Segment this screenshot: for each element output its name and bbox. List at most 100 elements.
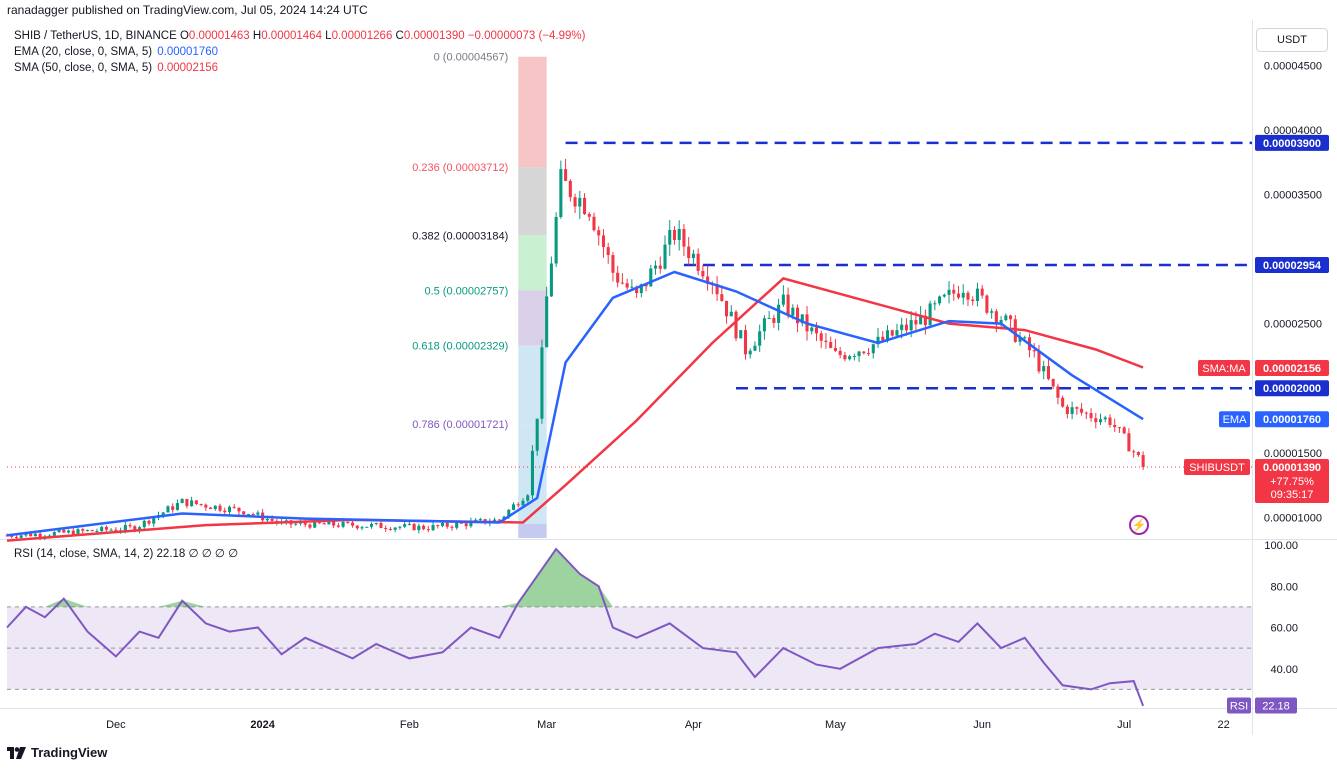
price-tag-name-box [1219, 411, 1250, 428]
candle-body [923, 315, 927, 326]
candle-body [19, 535, 23, 538]
candle-body [1132, 451, 1136, 453]
candle-body [862, 351, 866, 354]
price-tag-extra: 09:35:17 [1271, 489, 1314, 501]
candle-body [294, 523, 298, 525]
time-axis-tick: 2024 [250, 719, 275, 731]
time-axis-tick: Jun [973, 719, 991, 731]
price-tag-name-box [1184, 458, 1250, 475]
candle-body [810, 327, 814, 332]
candle-body [668, 229, 672, 245]
candle-body [185, 498, 189, 507]
candle-body [180, 498, 184, 504]
candle-body [1070, 407, 1074, 414]
candle-body [218, 505, 222, 511]
change-value: −0.00000073 (−4.99%) [467, 30, 586, 42]
flash-icon[interactable]: ⚡ [1129, 515, 1149, 535]
candle-body [1013, 319, 1017, 342]
candle-body [999, 320, 1003, 324]
candle-body [398, 526, 402, 528]
candle-body [450, 526, 454, 528]
rsi-value-tag [1255, 697, 1297, 714]
publisher-caption: ranadagger published on TradingView.com,… [7, 3, 368, 17]
symbol-legend: SHIB / TetherUS, 1D, BINANCE O0.00001463… [14, 30, 585, 42]
candle-body [833, 347, 837, 351]
candle-body [564, 169, 568, 181]
candle-body [1056, 386, 1060, 398]
candle-body [379, 522, 383, 529]
candle-body [455, 522, 459, 528]
tradingview-logo-icon [7, 746, 26, 759]
candle-body [194, 500, 198, 504]
candle-body [767, 317, 771, 319]
candle-body [1136, 452, 1140, 456]
price-tag-name-box [1198, 360, 1250, 377]
candle-body [199, 503, 203, 505]
candle-body [1084, 412, 1088, 414]
candle-body [819, 333, 823, 341]
candle-body [653, 265, 658, 269]
low-label: L [325, 30, 332, 42]
candle-body [933, 303, 937, 305]
candle-body [994, 311, 998, 324]
price-tag [1255, 458, 1329, 503]
candle-body [663, 244, 667, 269]
candle-body [246, 514, 250, 516]
candle-body [696, 253, 700, 271]
time-axis-tick: Mar [537, 719, 556, 731]
candle-body [1023, 337, 1027, 339]
candle-body [568, 180, 572, 198]
candle-body [100, 526, 104, 532]
candle-body [422, 525, 426, 530]
candle-body [365, 526, 369, 528]
candle-body [687, 246, 691, 259]
price-axis-tick: 0.00001000 [1264, 512, 1322, 524]
currency-button[interactable]: USDT [1256, 28, 1328, 52]
candle-body [824, 340, 828, 343]
rsi-axis-tick: 100.00 [1264, 540, 1298, 552]
price-tag-value: 0.00001760 [1263, 414, 1321, 426]
price-axis-tick: 0.00003500 [1264, 190, 1322, 202]
candle-body [545, 296, 549, 348]
candle-body [691, 253, 695, 259]
candle-body [786, 294, 790, 316]
candle-body [1004, 315, 1008, 321]
price-tag-value: 0.00001390 [1263, 462, 1321, 474]
candle-body [715, 284, 719, 295]
candle-body [128, 525, 132, 527]
candle-body [900, 324, 904, 331]
candle-body [1051, 378, 1055, 387]
ema-legend-label: EMA (20, close, 0, SMA, 5) [14, 46, 153, 58]
candle-body [549, 263, 553, 297]
rsi-name-tag-label: RSI [1230, 701, 1248, 713]
rsi-name-tag [1227, 697, 1251, 714]
candle-body [516, 504, 520, 506]
fib-label: 0.786 (0.00001721) [412, 419, 508, 431]
sma-legend[interactable]: SMA (50, close, 0, SMA, 5) 0.00002156 [14, 62, 218, 74]
candle-body [748, 350, 752, 355]
time-axis-tick: Jul [1117, 719, 1131, 731]
candle-body [1141, 455, 1145, 467]
candle-body [355, 525, 359, 529]
candle-body [530, 450, 534, 496]
candle-body [540, 347, 544, 419]
close-label: C [395, 30, 404, 42]
candle-body [876, 336, 880, 345]
candle-body [332, 521, 336, 526]
candle-body [209, 507, 213, 510]
candle-body [407, 523, 411, 525]
candle-body [644, 284, 648, 287]
candle-body [38, 533, 42, 537]
ema-legend[interactable]: EMA (20, close, 0, SMA, 5) 0.00001760 [14, 46, 218, 58]
candle-body [322, 523, 326, 525]
candle-body [739, 330, 743, 339]
candle-body [341, 521, 345, 527]
candle-body [942, 294, 946, 297]
level-price-tag-label: 0.00002000 [1263, 383, 1321, 395]
candle-body [1042, 366, 1046, 372]
candle-body [781, 294, 785, 305]
open-label: O [179, 30, 189, 42]
price-tag-name: SHIBUSDT [1189, 462, 1245, 474]
candle-body [507, 509, 511, 517]
